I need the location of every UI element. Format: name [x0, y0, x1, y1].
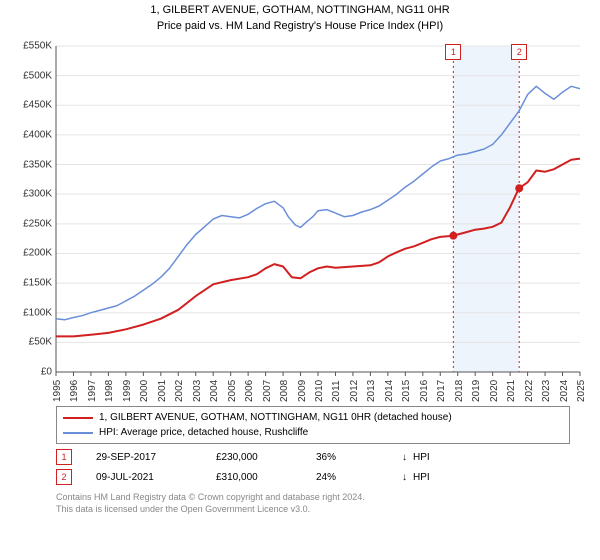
- legend-series-2: HPI: Average price, detached house, Rush…: [63, 425, 563, 440]
- marker-row-2: 2 09-JUL-2021£310,00024% ↓ HPI: [56, 468, 570, 486]
- chart-marker-badge-1: 1: [445, 44, 461, 60]
- legend-series-1: 1, GILBERT AVENUE, GOTHAM, NOTTINGHAM, N…: [63, 410, 563, 425]
- marker-badge-2: 2: [56, 469, 72, 485]
- marker-table: 1 29-SEP-2017£230,00036% ↓ HPI 2 09-JUL-2021£…: [0, 448, 600, 486]
- chart-title-line2: Price paid vs. HM Land Registry's House …: [0, 16, 600, 32]
- footnote-line-2: This data is licensed under the Open Gov…: [56, 504, 570, 516]
- marker-date: 29-SEP-2017: [96, 452, 216, 463]
- marker-diff-label: HPI: [413, 452, 430, 463]
- chart-marker-badges: 12: [10, 40, 590, 400]
- footnote-line-1: Contains HM Land Registry data © Crown c…: [56, 492, 570, 504]
- marker-diff: 36%: [316, 452, 396, 463]
- chart-area: £0£50K£100K£150K£200K£250K£300K£350K£400…: [10, 40, 590, 400]
- marker-diff-label: HPI: [413, 472, 430, 483]
- legend-swatch-2: [63, 432, 93, 434]
- legend-swatch-1: [63, 417, 93, 419]
- legend-label-2: HPI: Average price, detached house, Rush…: [99, 427, 308, 438]
- marker-row-1: 1 29-SEP-2017£230,00036% ↓ HPI: [56, 448, 570, 466]
- arrow-down-icon: ↓: [402, 472, 407, 483]
- chart-marker-badge-2: 2: [511, 44, 527, 60]
- chart-title-line1: 1, GILBERT AVENUE, GOTHAM, NOTTINGHAM, N…: [0, 0, 600, 16]
- marker-badge-1: 1: [56, 449, 72, 465]
- legend: 1, GILBERT AVENUE, GOTHAM, NOTTINGHAM, N…: [56, 406, 570, 444]
- marker-diff: 24%: [316, 472, 396, 483]
- legend-label-1: 1, GILBERT AVENUE, GOTHAM, NOTTINGHAM, N…: [99, 412, 452, 423]
- marker-date: 09-JUL-2021: [96, 472, 216, 483]
- marker-price: £310,000: [216, 472, 316, 483]
- footnote: Contains HM Land Registry data © Crown c…: [56, 492, 570, 515]
- marker-price: £230,000: [216, 452, 316, 463]
- arrow-down-icon: ↓: [402, 452, 407, 463]
